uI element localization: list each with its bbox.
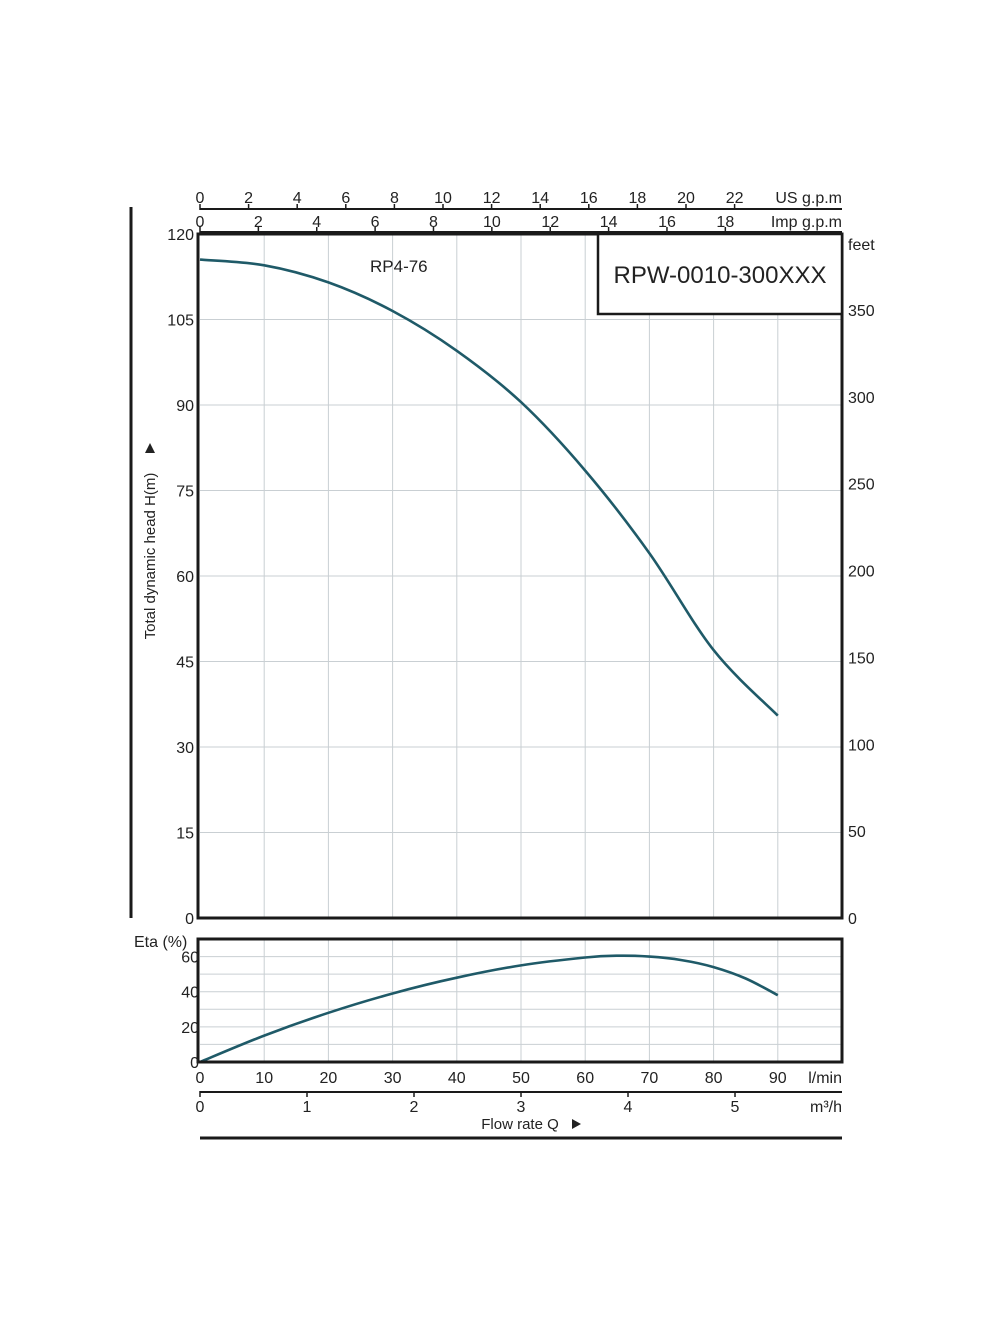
head-y-tick-label: 120 [167, 227, 194, 244]
lpm-tick-label: 60 [576, 1070, 594, 1087]
feet-tick-label: 300 [848, 390, 875, 407]
title-box [596, 232, 844, 316]
imp-gpm-tick-label: 14 [600, 214, 618, 231]
eta-chart-grid [200, 939, 842, 1062]
feet-unit-label: feet [848, 237, 875, 254]
imp-gpm-tick-label: 6 [371, 214, 380, 231]
flow-rate-label: Flow rate Q [481, 1116, 559, 1133]
head-y-tick-label: 105 [167, 313, 194, 330]
feet-tick-label: 0 [848, 911, 857, 928]
imp-gpm-tick-label: 16 [658, 214, 676, 231]
feet-tick-label: 50 [848, 824, 866, 841]
lpm-tick-label: 80 [705, 1070, 723, 1087]
us-gpm-tick-label: 10 [434, 190, 452, 207]
us-gpm-unit-label: US g.p.m [775, 190, 842, 207]
feet-tick-label: 250 [848, 477, 875, 494]
series-label-rp4-76: RP4-76 [370, 257, 428, 276]
m3h-tick-label: 1 [303, 1099, 312, 1116]
m3h-ticks: 0 1 2 3 4 5 [196, 1091, 740, 1116]
us-gpm-tick-label: 14 [531, 190, 549, 207]
eta-chart-frame [196, 937, 844, 1064]
us-gpm-tick-label: 2 [244, 190, 253, 207]
us-gpm-tick-label: 16 [580, 190, 598, 207]
m3h-tick-label: 2 [410, 1099, 419, 1116]
m3h-tick-label: 5 [731, 1099, 740, 1116]
head-y-tick-label: 30 [176, 740, 194, 757]
us-gpm-ticks: 0 2 4 6 8 10 12 14 16 18 20 22 [196, 190, 744, 210]
lpm-ticks: 0 10 20 30 40 50 60 70 80 90 [196, 1070, 787, 1087]
imp-gpm-tick-label: 10 [483, 214, 501, 231]
lpm-tick-label: 70 [641, 1070, 659, 1087]
us-gpm-tick-label: 18 [628, 190, 646, 207]
head-y-tick-label: 15 [176, 826, 194, 843]
eta-y-tick-label: 40 [181, 985, 199, 1002]
lpm-tick-label: 0 [196, 1070, 205, 1087]
eta-y-tick-label: 60 [181, 950, 199, 967]
head-y-tick-label: 90 [176, 398, 194, 415]
head-y-tick-label: 45 [176, 655, 194, 672]
head-axis-arrow-icon [145, 443, 155, 453]
lpm-tick-label: 20 [320, 1070, 338, 1087]
head-chart-grid [200, 234, 842, 918]
head-y-tick-label: 0 [185, 911, 194, 928]
feet-tick-label: 350 [848, 303, 875, 320]
us-gpm-tick-label: 6 [341, 190, 350, 207]
imp-gpm-tick-label: 18 [716, 214, 734, 231]
eta-y-tick-label: 0 [190, 1055, 199, 1072]
head-y-tick-label: 60 [176, 569, 194, 586]
eta-y-ticks: 0 20 40 60 [181, 950, 199, 1072]
head-y-ticks: 0 15 30 45 60 75 90 105 120 [167, 227, 194, 928]
imp-gpm-unit-label: Imp g.p.m [771, 214, 842, 231]
feet-tick-label: 150 [848, 650, 875, 667]
us-gpm-tick-label: 0 [196, 190, 205, 207]
imp-gpm-ticks: 0 2 4 6 8 10 12 14 16 18 [196, 214, 734, 233]
us-gpm-tick-label: 12 [483, 190, 501, 207]
imp-gpm-tick-label: 12 [541, 214, 559, 231]
lpm-tick-label: 30 [384, 1070, 402, 1087]
lpm-tick-label: 40 [448, 1070, 466, 1087]
head-y-tick-label: 75 [176, 484, 194, 501]
lpm-tick-label: 90 [769, 1070, 787, 1087]
us-gpm-tick-label: 20 [677, 190, 695, 207]
chart-title: RPW-0010-300XXX [614, 262, 827, 289]
us-gpm-tick-label: 8 [390, 190, 399, 207]
m3h-unit-label: m³/h [810, 1099, 842, 1116]
m3h-tick-label: 3 [517, 1099, 526, 1116]
imp-gpm-tick-label: 0 [196, 214, 205, 231]
head-chart-frame [196, 232, 844, 920]
us-gpm-tick-label: 22 [726, 190, 744, 207]
imp-gpm-tick-label: 4 [312, 214, 321, 231]
eta-axis-label: Eta (%) [134, 934, 187, 951]
imp-gpm-tick-label: 8 [429, 214, 438, 231]
head-axis-label: Total dynamic head H(m) [142, 473, 159, 640]
head-feet-ticks: 0 50 100 150 200 250 300 350 [848, 303, 875, 928]
head-curve-rp4-76 [199, 258, 779, 717]
eta-y-tick-label: 20 [181, 1020, 199, 1037]
feet-tick-label: 200 [848, 564, 875, 581]
lpm-tick-label: 10 [255, 1070, 273, 1087]
lpm-tick-label: 50 [512, 1070, 530, 1087]
m3h-tick-label: 0 [196, 1099, 205, 1116]
feet-tick-label: 100 [848, 737, 875, 754]
us-gpm-tick-label: 4 [293, 190, 302, 207]
m3h-tick-label: 4 [624, 1099, 633, 1116]
imp-gpm-tick-label: 2 [254, 214, 263, 231]
lpm-unit-label: l/min [808, 1070, 842, 1087]
flow-axis-arrow-icon [572, 1119, 581, 1129]
eta-curve [199, 954, 779, 1064]
